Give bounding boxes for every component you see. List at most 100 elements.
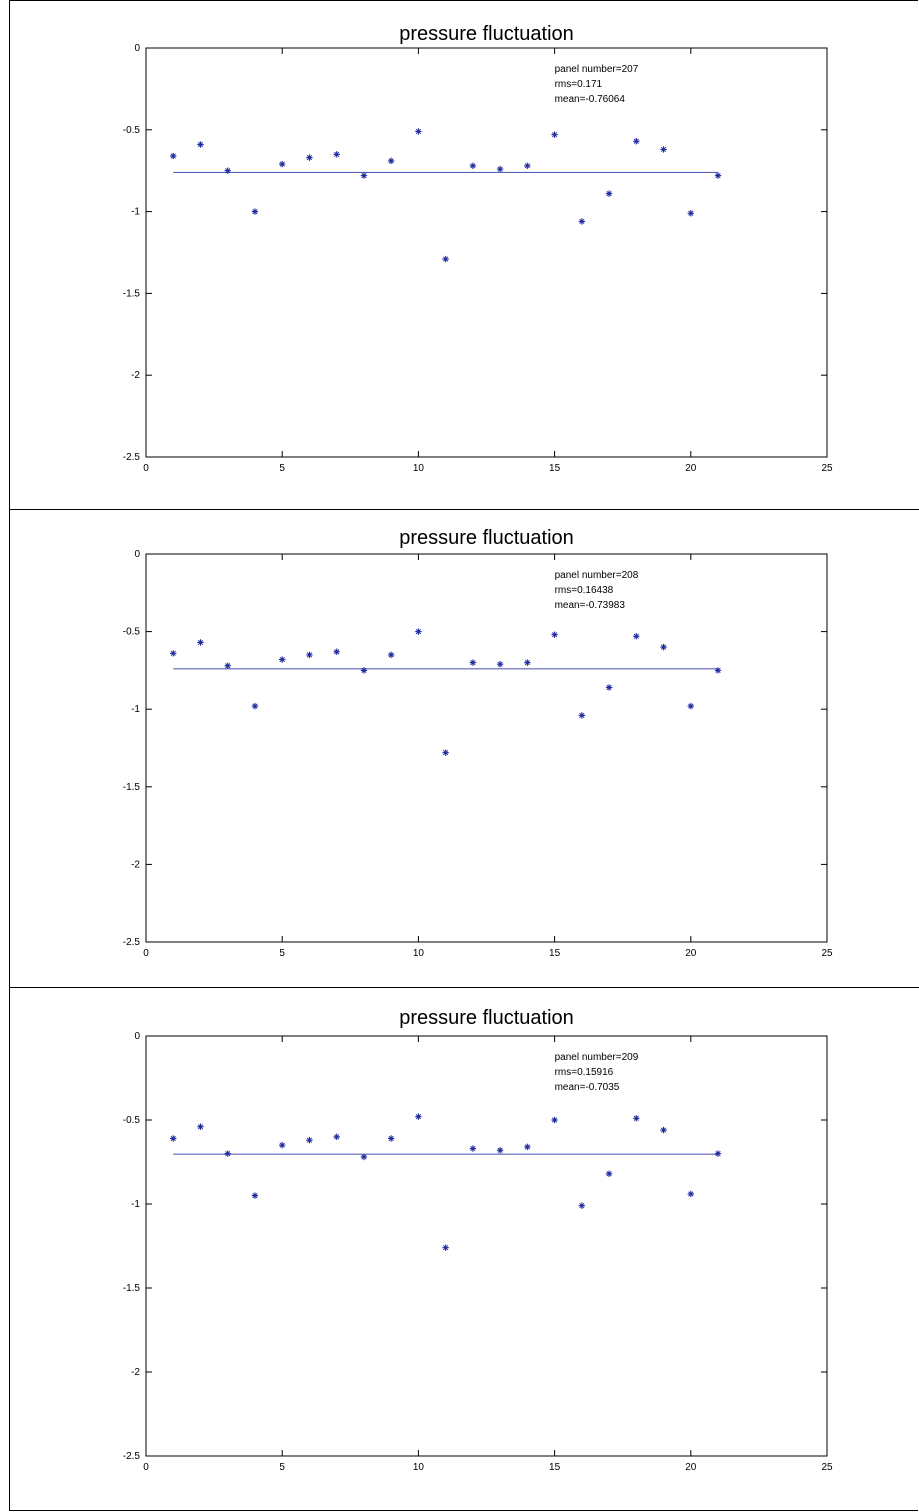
x-tick-label: 25 <box>821 1462 833 1473</box>
data-point <box>224 167 231 174</box>
data-point <box>333 151 340 158</box>
data-point <box>279 656 286 663</box>
data-point <box>333 1133 340 1140</box>
data-point <box>714 172 722 179</box>
chart-title: pressure fluctuation <box>399 1007 574 1029</box>
data-point <box>660 643 667 651</box>
annotation-line: mean=-0.76064 <box>555 94 626 105</box>
data-point <box>469 1145 477 1152</box>
data-point <box>578 218 586 225</box>
chart-panel-207: pressure fluctuation 0 5 10 15 20 25 0 -0.5 -1 -1.… <box>123 23 833 474</box>
x-tick-label: 25 <box>821 948 833 959</box>
x-tick-label: 15 <box>549 463 561 474</box>
data-point <box>496 660 504 668</box>
data-point <box>578 712 586 719</box>
x-tick-label: 5 <box>279 463 285 474</box>
y-tick-label: -2 <box>131 370 140 381</box>
y-tick-label: -0.5 <box>123 1115 141 1126</box>
annotation-line: panel number=208 <box>555 570 639 581</box>
data-point <box>251 1192 259 1199</box>
data-point <box>496 165 504 173</box>
panel-divider <box>9 509 919 510</box>
data-point <box>170 1135 177 1142</box>
chart-panel-209: pressure fluctuation 0 5 10 15 20 25 0 -0.5 -1 -1.… <box>123 1007 833 1473</box>
data-point <box>415 128 422 135</box>
x-tick-label: 20 <box>685 463 697 474</box>
y-tick-label: -2.5 <box>123 452 141 463</box>
data-point <box>251 208 259 215</box>
x-tick-label: 20 <box>685 948 697 959</box>
data-point <box>360 1153 368 1161</box>
data-point <box>306 1136 313 1144</box>
data-point <box>687 702 694 710</box>
data-point <box>387 1135 395 1142</box>
data-point <box>442 1244 449 1251</box>
annotation-line: mean=-0.7035 <box>555 1082 620 1093</box>
y-tick-label: -1.5 <box>123 782 141 793</box>
annotation-line: mean=-0.73983 <box>555 600 626 611</box>
y-tick-label: -2 <box>131 1367 140 1378</box>
data-point <box>633 1115 640 1122</box>
data-point <box>660 146 667 153</box>
data-point <box>170 650 177 657</box>
data-point <box>660 1126 667 1134</box>
data-point <box>687 210 694 217</box>
data-point <box>633 138 640 145</box>
data-point <box>469 162 477 169</box>
data-point <box>633 633 640 640</box>
y-tick-label: -1.5 <box>123 1283 141 1294</box>
x-tick-label: 25 <box>821 463 833 474</box>
data-point <box>360 172 368 179</box>
data-point <box>551 631 558 638</box>
data-point <box>551 1116 558 1124</box>
y-tick-label: -2.5 <box>123 1451 141 1462</box>
data-point <box>415 1113 422 1120</box>
y-tick-label: -0.5 <box>123 627 141 638</box>
data-point <box>197 141 204 148</box>
panel-divider <box>9 987 919 988</box>
data-point <box>306 154 313 161</box>
chart-title: pressure fluctuation <box>399 23 574 45</box>
y-tick-label: 0 <box>134 549 140 560</box>
annotation-line: rms=0.15916 <box>555 1067 614 1078</box>
y-tick-label: -1 <box>131 207 140 218</box>
annotation-line: panel number=209 <box>555 1052 639 1063</box>
data-point <box>415 628 422 635</box>
plot-area <box>145 1035 828 1457</box>
data-point <box>333 648 340 655</box>
y-tick-label: -1.5 <box>123 288 141 299</box>
data-point <box>605 190 613 197</box>
data-point <box>605 1170 613 1177</box>
y-tick-label: -0.5 <box>123 125 141 136</box>
y-tick-label: -2.5 <box>123 937 141 948</box>
data-point <box>224 1150 231 1157</box>
annotation-line: rms=0.171 <box>555 79 603 90</box>
data-point <box>714 1150 722 1157</box>
x-tick-label: 0 <box>143 463 149 474</box>
data-point <box>524 1143 531 1151</box>
data-point <box>524 659 531 666</box>
x-tick-label: 0 <box>143 948 149 959</box>
y-tick-label: -1 <box>131 1199 140 1210</box>
x-tick-label: 0 <box>143 1462 149 1473</box>
x-tick-label: 10 <box>413 463 425 474</box>
x-tick-label: 20 <box>685 1462 697 1473</box>
x-tick-label: 15 <box>549 948 561 959</box>
data-point <box>469 659 477 666</box>
y-tick-label: 0 <box>134 43 140 54</box>
data-point <box>197 1123 204 1130</box>
x-tick-label: 5 <box>279 948 285 959</box>
data-point <box>687 1190 694 1198</box>
figure-frame <box>9 0 918 1511</box>
annotation-line: rms=0.16438 <box>555 585 614 596</box>
data-point <box>306 651 313 659</box>
annotation-line: panel number=207 <box>555 64 639 75</box>
x-tick-label: 15 <box>549 1462 561 1473</box>
x-tick-label: 10 <box>413 948 425 959</box>
plot-area <box>145 553 828 943</box>
data-point <box>442 255 449 263</box>
plot-area <box>145 47 828 458</box>
y-tick-label: -2 <box>131 859 140 870</box>
chart-title: pressure fluctuation <box>399 527 574 549</box>
data-point <box>224 662 231 669</box>
